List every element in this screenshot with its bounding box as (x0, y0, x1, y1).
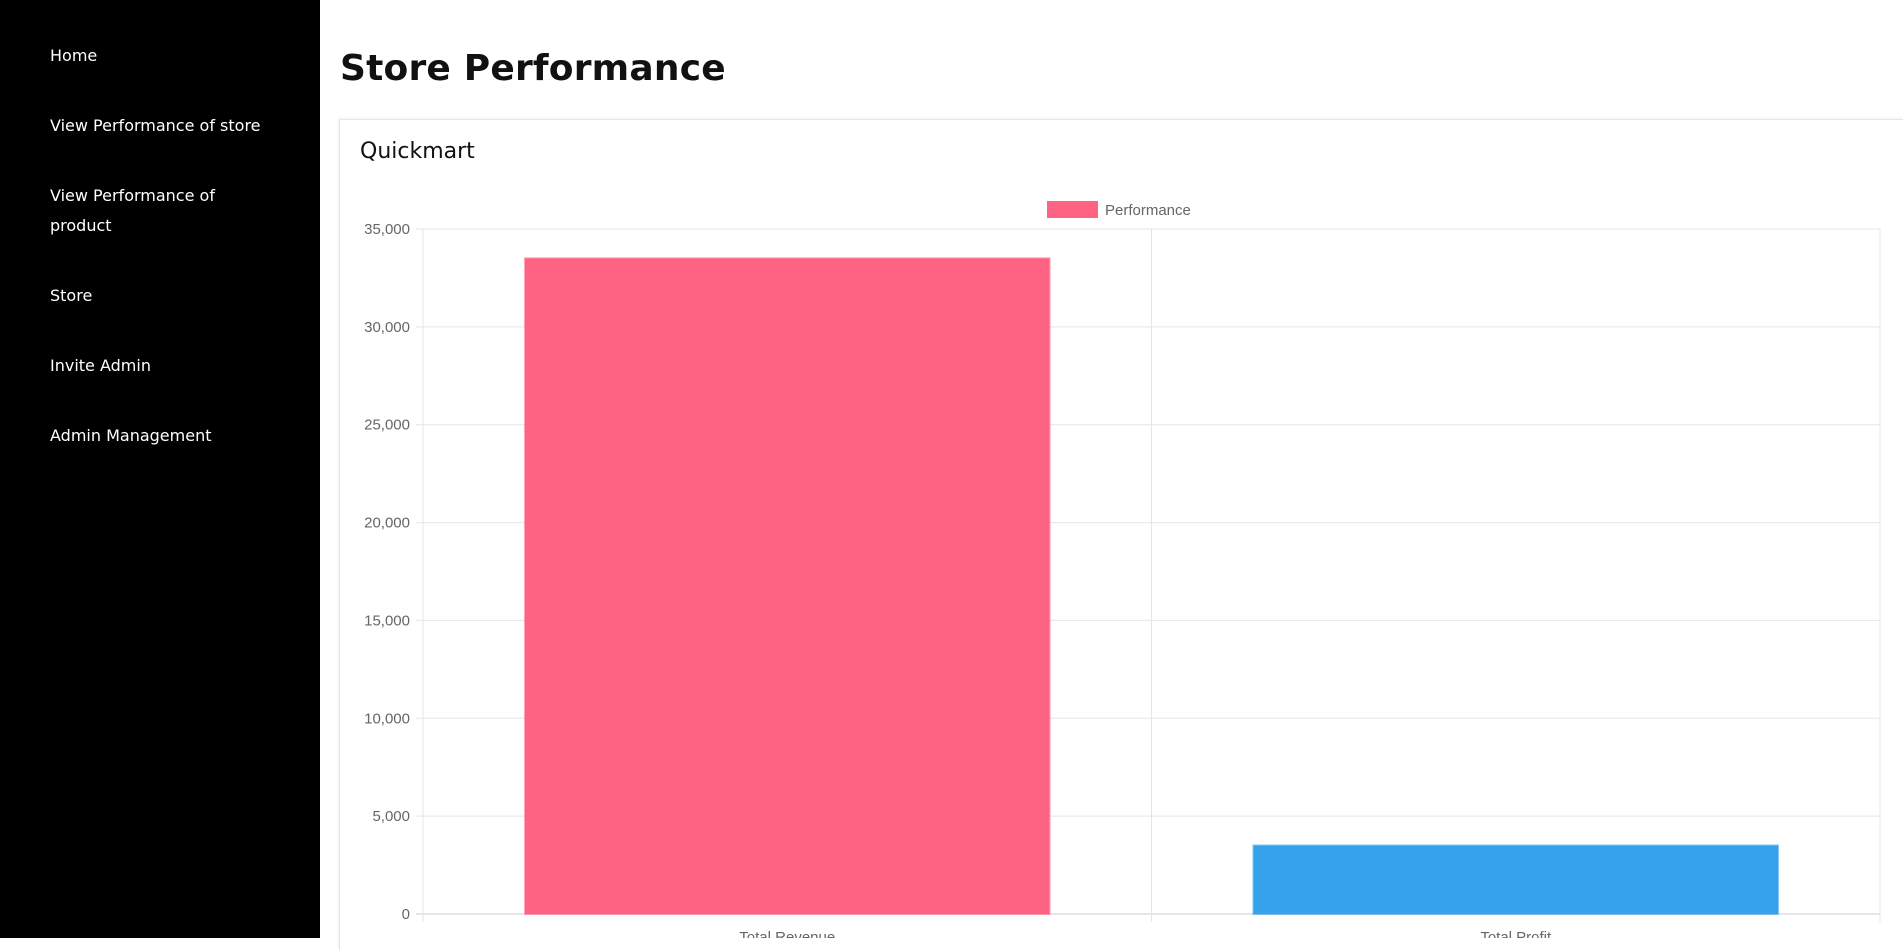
sidebar-item-view-performance-store[interactable]: View Performance of store (50, 116, 261, 135)
legend-swatch (1047, 201, 1098, 218)
bar-total-profit (1252, 844, 1780, 915)
y-tick-label: 35,000 (364, 221, 410, 238)
sidebar: Home View Performance of store View Perf… (0, 0, 320, 938)
y-tick-label: 25,000 (364, 417, 410, 434)
y-tick-label: 20,000 (364, 515, 410, 532)
y-tick-label: 10,000 (364, 710, 410, 727)
performance-bar-chart: 0 5,000 10,000 15,000 20,000 25,000 30,000 35,0… (364, 201, 1881, 946)
bar-total-revenue (523, 257, 1051, 916)
store-name: Quickmart (360, 139, 475, 164)
sidebar-item-home[interactable]: Home (50, 46, 98, 65)
page-title: Store Performance (340, 48, 726, 89)
x-tick-label: Total Profit (1480, 929, 1552, 938)
y-tick-label: 0 (402, 906, 410, 923)
y-tick-label: 5,000 (372, 808, 410, 825)
sidebar-item-store[interactable]: Store (50, 286, 93, 305)
legend-label: Performance (1105, 202, 1191, 219)
y-tick-label: 30,000 (364, 319, 410, 336)
chart-container: 0 5,000 10,000 15,000 20,000 25,000 30,000 35,0… (339, 190, 1903, 946)
sidebar-item-admin-management[interactable]: Admin Management (50, 426, 212, 445)
y-tick-label: 15,000 (364, 612, 410, 629)
x-tick-label: Total Revenue (739, 929, 835, 938)
sidebar-item-view-performance-product[interactable]: View Performance of product (50, 186, 215, 235)
sidebar-item-invite-admin[interactable]: Invite Admin (50, 356, 151, 375)
